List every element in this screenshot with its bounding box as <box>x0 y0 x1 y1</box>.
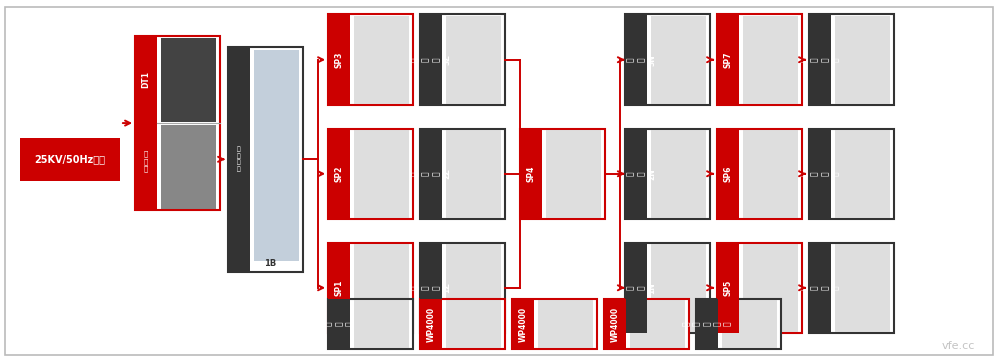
FancyBboxPatch shape <box>328 129 413 219</box>
FancyBboxPatch shape <box>161 38 216 122</box>
Text: SP4: SP4 <box>526 165 536 182</box>
FancyBboxPatch shape <box>420 129 505 219</box>
FancyBboxPatch shape <box>420 14 442 105</box>
Text: WP4000: WP4000 <box>518 306 528 342</box>
FancyBboxPatch shape <box>228 47 303 272</box>
FancyBboxPatch shape <box>354 130 409 218</box>
FancyBboxPatch shape <box>135 36 220 210</box>
FancyBboxPatch shape <box>420 129 442 219</box>
FancyBboxPatch shape <box>446 244 501 332</box>
Text: 送
变
器
2N: 送 变 器 2N <box>616 168 656 180</box>
Text: WP4000: WP4000 <box>610 306 620 342</box>
FancyBboxPatch shape <box>743 130 798 218</box>
FancyBboxPatch shape <box>512 299 534 349</box>
FancyBboxPatch shape <box>328 14 350 105</box>
FancyBboxPatch shape <box>651 130 706 218</box>
FancyBboxPatch shape <box>420 14 505 105</box>
Text: 送
变
器
1N: 送 变 器 1N <box>616 282 656 294</box>
FancyBboxPatch shape <box>328 243 350 333</box>
FancyBboxPatch shape <box>630 300 685 348</box>
FancyBboxPatch shape <box>717 14 739 105</box>
Text: SP2: SP2 <box>334 165 344 182</box>
FancyBboxPatch shape <box>809 14 831 105</box>
FancyBboxPatch shape <box>254 50 299 261</box>
FancyBboxPatch shape <box>717 243 802 333</box>
Text: SP1: SP1 <box>334 279 344 296</box>
FancyBboxPatch shape <box>538 300 593 348</box>
FancyBboxPatch shape <box>809 243 831 333</box>
Text: SP5: SP5 <box>724 280 732 296</box>
FancyBboxPatch shape <box>420 243 442 333</box>
FancyBboxPatch shape <box>696 299 781 349</box>
FancyBboxPatch shape <box>446 16 501 104</box>
FancyBboxPatch shape <box>354 244 409 332</box>
FancyBboxPatch shape <box>722 300 777 348</box>
FancyBboxPatch shape <box>161 125 216 209</box>
FancyBboxPatch shape <box>743 16 798 104</box>
FancyBboxPatch shape <box>328 14 413 105</box>
FancyBboxPatch shape <box>328 129 350 219</box>
FancyBboxPatch shape <box>546 130 601 218</box>
FancyBboxPatch shape <box>512 299 597 349</box>
FancyBboxPatch shape <box>835 130 890 218</box>
FancyBboxPatch shape <box>328 299 413 349</box>
FancyBboxPatch shape <box>835 16 890 104</box>
FancyBboxPatch shape <box>696 299 718 349</box>
FancyBboxPatch shape <box>717 14 802 105</box>
FancyBboxPatch shape <box>717 129 739 219</box>
Text: 1B: 1B <box>264 259 277 268</box>
FancyBboxPatch shape <box>604 299 626 349</box>
FancyBboxPatch shape <box>604 299 689 349</box>
FancyBboxPatch shape <box>420 299 442 349</box>
FancyBboxPatch shape <box>651 16 706 104</box>
FancyBboxPatch shape <box>625 14 647 105</box>
FancyBboxPatch shape <box>135 36 157 210</box>
FancyBboxPatch shape <box>651 244 706 332</box>
Text: 牵
引
电
机: 牵 引 电 机 <box>800 58 840 62</box>
FancyBboxPatch shape <box>625 129 647 219</box>
Text: SP7: SP7 <box>724 51 732 68</box>
FancyBboxPatch shape <box>446 130 501 218</box>
FancyBboxPatch shape <box>809 14 894 105</box>
Text: 25KV/50Hz电网: 25KV/50Hz电网 <box>34 154 106 164</box>
FancyBboxPatch shape <box>809 129 831 219</box>
FancyBboxPatch shape <box>5 7 993 355</box>
Text: 整
流
器
1Z: 整 流 器 1Z <box>411 282 451 293</box>
FancyBboxPatch shape <box>625 243 647 333</box>
FancyBboxPatch shape <box>228 47 250 272</box>
FancyBboxPatch shape <box>625 129 710 219</box>
FancyBboxPatch shape <box>743 244 798 332</box>
FancyBboxPatch shape <box>835 244 890 332</box>
FancyBboxPatch shape <box>20 138 120 181</box>
Text: 变
压
器: 变 压 器 <box>144 150 148 172</box>
Text: 整
流
器
2Z: 整 流 器 2Z <box>411 168 451 179</box>
FancyBboxPatch shape <box>520 129 542 219</box>
FancyBboxPatch shape <box>354 300 409 348</box>
FancyBboxPatch shape <box>446 300 501 348</box>
Text: WP4000: WP4000 <box>426 306 436 342</box>
FancyBboxPatch shape <box>520 129 605 219</box>
FancyBboxPatch shape <box>328 243 413 333</box>
FancyBboxPatch shape <box>809 129 894 219</box>
FancyBboxPatch shape <box>625 243 710 333</box>
Text: 整
流
器
柜: 整 流 器 柜 <box>237 147 241 172</box>
FancyBboxPatch shape <box>717 129 802 219</box>
FancyBboxPatch shape <box>625 14 710 105</box>
Text: 送
变
器
3N: 送 变 器 3N <box>616 54 656 66</box>
FancyBboxPatch shape <box>420 243 505 333</box>
Text: 上
位
机
软
件: 上 位 机 软 件 <box>682 322 732 326</box>
FancyBboxPatch shape <box>717 243 739 333</box>
FancyBboxPatch shape <box>354 16 409 104</box>
FancyBboxPatch shape <box>420 299 505 349</box>
Text: 牵
引
电
机: 牵 引 电 机 <box>800 286 840 290</box>
Text: vfe.cc: vfe.cc <box>942 341 975 351</box>
FancyBboxPatch shape <box>809 243 894 333</box>
Text: 整
流
器
3Z: 整 流 器 3Z <box>411 54 451 65</box>
Text: 牵
引
电
机: 牵 引 电 机 <box>800 172 840 176</box>
Text: SP6: SP6 <box>724 165 732 182</box>
Text: DT1: DT1 <box>142 71 151 88</box>
Text: SP3: SP3 <box>334 51 344 68</box>
FancyBboxPatch shape <box>328 299 350 349</box>
Text: 交
换
机: 交 换 机 <box>324 322 354 326</box>
